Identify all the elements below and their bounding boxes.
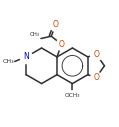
Text: N: N (23, 52, 29, 61)
Text: O: O (93, 50, 99, 59)
Text: CH₃: CH₃ (30, 32, 40, 37)
Text: O: O (53, 20, 59, 29)
Text: OCH₃: OCH₃ (65, 93, 80, 98)
Text: O: O (59, 40, 64, 49)
Text: CH₃: CH₃ (3, 59, 15, 64)
Text: O: O (93, 73, 99, 82)
